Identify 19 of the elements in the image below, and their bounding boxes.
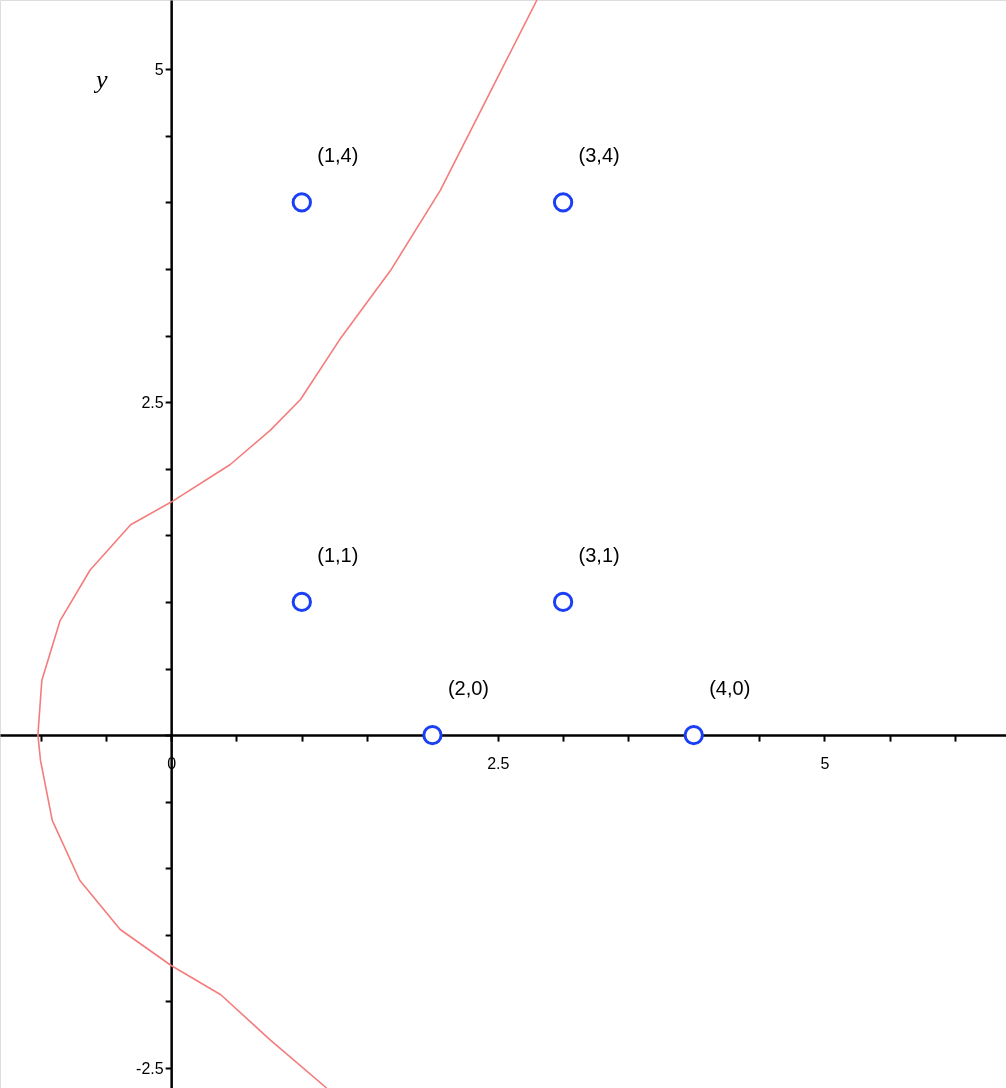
annotation: (1,4) bbox=[317, 144, 359, 167]
line-series bbox=[37, 0, 538, 1088]
point bbox=[291, 192, 312, 213]
y-tick-label: -2.5 bbox=[136, 1059, 164, 1077]
y-tick-label: 5 bbox=[154, 60, 164, 78]
point bbox=[291, 591, 312, 613]
annotation: (2,0) bbox=[447, 677, 490, 700]
annotation: (3,4) bbox=[578, 144, 620, 167]
annotation: (1,1) bbox=[317, 543, 359, 566]
annotation: (3,1) bbox=[578, 543, 620, 566]
annotation: (4,0) bbox=[709, 677, 751, 700]
point bbox=[552, 192, 574, 213]
x-tick-label: 5 bbox=[820, 754, 830, 772]
y-tick-label: 2.5 bbox=[141, 393, 164, 411]
x-tick-label: 2.5 bbox=[487, 754, 510, 772]
point bbox=[683, 724, 704, 746]
y-axis-title: y bbox=[92, 64, 108, 94]
point bbox=[422, 724, 443, 746]
point bbox=[552, 591, 574, 613]
